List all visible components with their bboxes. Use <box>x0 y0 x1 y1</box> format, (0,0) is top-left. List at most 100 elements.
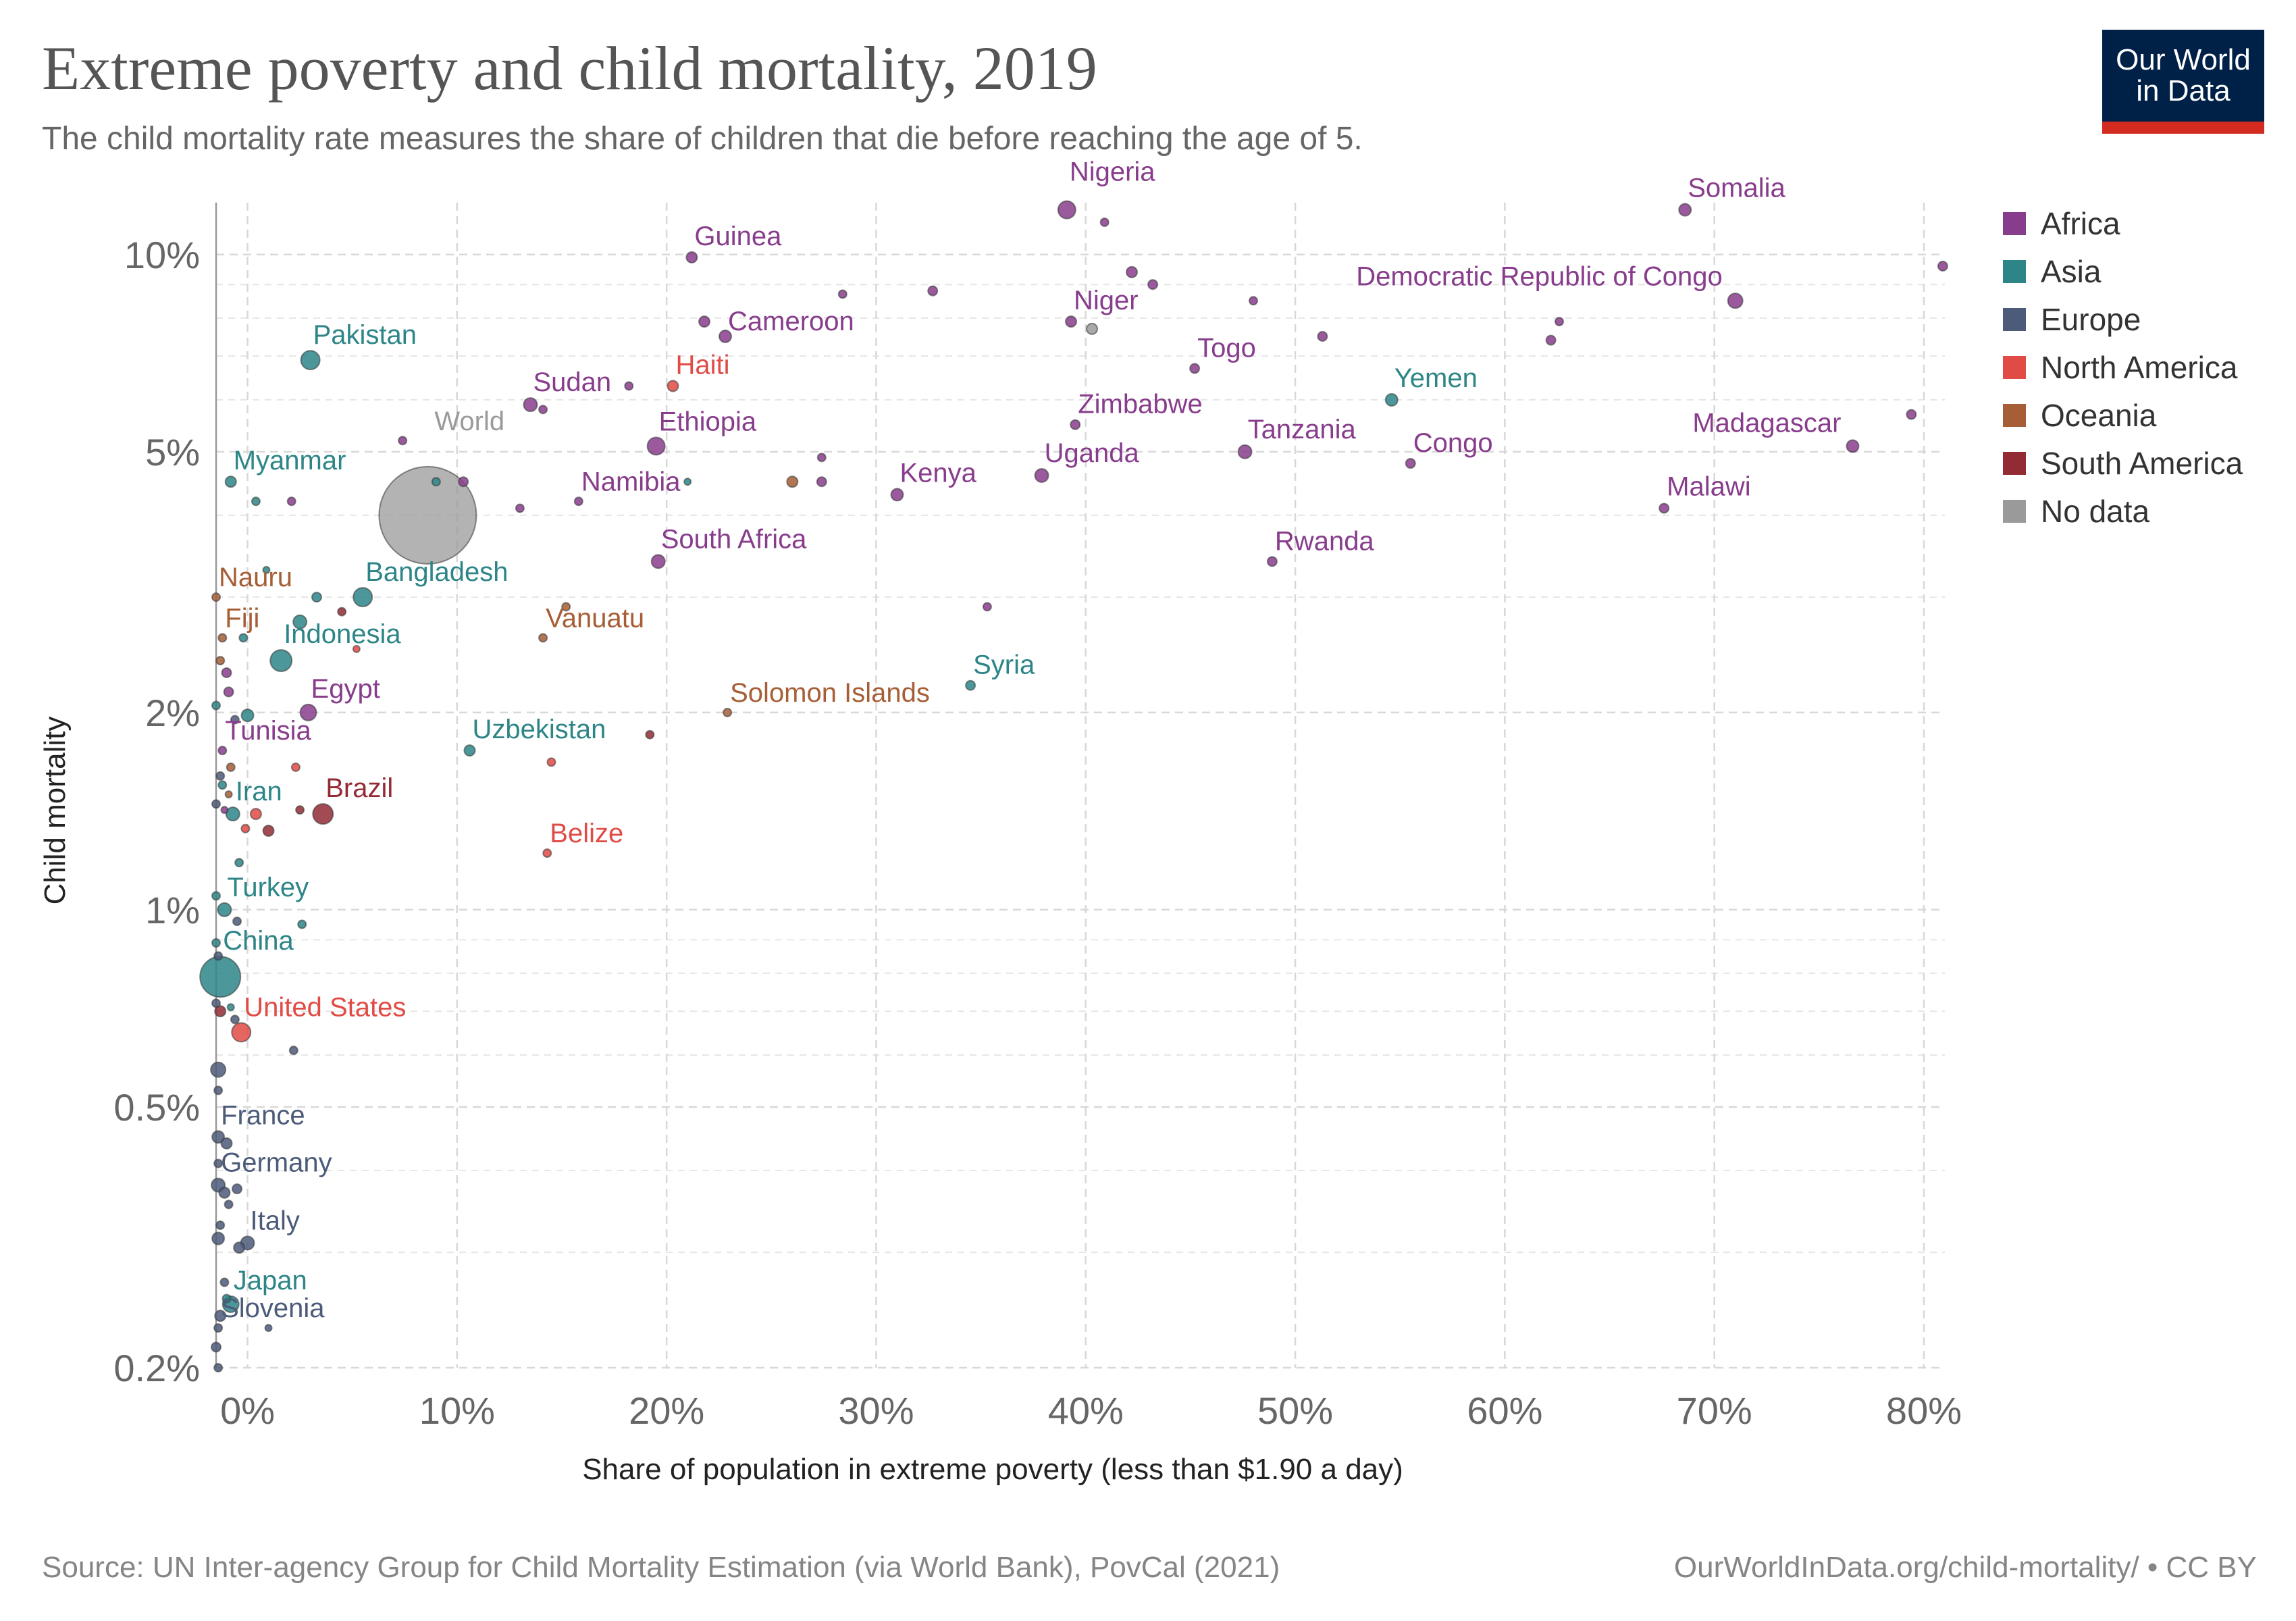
data-point[interactable] <box>217 902 232 917</box>
data-point[interactable] <box>262 824 275 837</box>
data-point[interactable] <box>1147 279 1159 290</box>
data-point[interactable] <box>286 496 296 507</box>
data-point[interactable] <box>292 614 308 629</box>
legend-swatch[interactable] <box>2003 500 2026 523</box>
data-point[interactable] <box>240 709 255 723</box>
data-point[interactable] <box>786 475 799 488</box>
data-point[interactable] <box>1846 439 1860 453</box>
data-point[interactable] <box>1237 444 1253 459</box>
data-point[interactable] <box>398 436 408 446</box>
data-point[interactable] <box>1678 203 1692 217</box>
data-point[interactable] <box>220 806 229 815</box>
data-point[interactable] <box>269 649 293 673</box>
data-point[interactable] <box>213 1158 224 1168</box>
data-point[interactable] <box>1099 217 1110 228</box>
data-point[interactable] <box>299 703 317 721</box>
data-point[interactable] <box>515 503 525 513</box>
data-point[interactable] <box>1937 261 1948 272</box>
owid-logo[interactable]: Our World in Data <box>2102 30 2264 134</box>
data-point[interactable] <box>233 1241 246 1254</box>
data-point[interactable] <box>214 1005 227 1018</box>
data-point[interactable] <box>300 350 321 371</box>
data-point[interactable] <box>224 790 233 799</box>
data-point[interactable] <box>698 315 711 328</box>
data-point[interactable] <box>463 744 476 757</box>
data-point[interactable] <box>1384 393 1399 407</box>
data-point[interactable] <box>352 644 361 653</box>
legend-label[interactable]: North America <box>2041 350 2238 385</box>
legend-swatch[interactable] <box>2003 452 2026 475</box>
data-point[interactable] <box>230 1014 240 1025</box>
data-point[interactable] <box>890 488 904 502</box>
data-point[interactable] <box>249 808 262 821</box>
legend-swatch[interactable] <box>2003 260 2026 283</box>
data-point[interactable] <box>217 746 228 756</box>
data-point[interactable] <box>290 762 301 772</box>
data-point[interactable] <box>645 729 655 740</box>
data-point[interactable] <box>1070 419 1081 430</box>
data-point[interactable] <box>226 762 236 772</box>
data-point[interactable] <box>238 633 249 643</box>
data-point[interactable] <box>1249 296 1258 306</box>
data-point[interactable] <box>223 686 234 698</box>
data-point[interactable] <box>297 919 307 929</box>
data-point[interactable] <box>211 799 221 809</box>
data-point[interactable] <box>211 1130 226 1144</box>
data-point[interactable] <box>213 951 224 961</box>
legend-label[interactable]: Europe <box>2041 302 2141 337</box>
data-point[interactable] <box>546 757 556 767</box>
legend-swatch[interactable] <box>2003 404 2026 427</box>
data-point[interactable] <box>232 917 242 927</box>
data-point[interactable] <box>1057 200 1076 220</box>
data-point[interactable] <box>215 656 226 666</box>
data-point[interactable] <box>262 565 271 574</box>
data-point[interactable] <box>683 478 692 486</box>
data-point[interactable] <box>215 771 226 781</box>
data-point[interactable] <box>211 891 221 901</box>
legend-swatch[interactable] <box>2003 356 2026 379</box>
data-point[interactable] <box>1034 467 1049 483</box>
data-point[interactable] <box>353 587 373 608</box>
data-point[interactable] <box>650 554 666 569</box>
data-point[interactable] <box>264 1324 273 1333</box>
source-url[interactable]: OurWorldInData.org/child-mortality/ • CC… <box>1673 1551 2257 1584</box>
data-point[interactable] <box>1086 322 1099 335</box>
data-point[interactable] <box>230 715 240 725</box>
data-point[interactable] <box>224 1200 234 1210</box>
data-point[interactable] <box>573 496 583 507</box>
legend-swatch[interactable] <box>2003 212 2026 235</box>
data-point[interactable] <box>224 475 237 488</box>
data-point[interactable] <box>1317 331 1328 342</box>
data-point[interactable] <box>220 1137 233 1150</box>
data-point[interactable] <box>1659 503 1670 514</box>
legend-label[interactable]: Oceania <box>2041 398 2157 433</box>
data-point[interactable] <box>231 1022 252 1043</box>
data-point[interactable] <box>538 633 548 643</box>
data-point[interactable] <box>646 436 666 456</box>
data-point[interactable] <box>219 1277 230 1287</box>
legend-swatch[interactable] <box>2003 308 2026 331</box>
data-point[interactable] <box>837 289 847 299</box>
data-point[interactable] <box>234 858 244 868</box>
data-point[interactable] <box>240 823 251 833</box>
data-point[interactable] <box>211 592 221 602</box>
data-point[interactable] <box>1545 334 1557 346</box>
data-point[interactable] <box>542 848 552 858</box>
data-point[interactable] <box>221 1293 232 1304</box>
legend-label[interactable]: Asia <box>2041 254 2102 289</box>
data-point[interactable] <box>211 998 221 1008</box>
data-point[interactable] <box>211 1231 226 1245</box>
data-point[interactable] <box>251 496 261 507</box>
data-point[interactable] <box>378 465 477 565</box>
data-point[interactable] <box>214 1310 227 1322</box>
data-point[interactable] <box>210 1061 227 1078</box>
data-point[interactable] <box>211 700 221 711</box>
data-point[interactable] <box>211 938 221 948</box>
data-point[interactable] <box>213 1085 224 1096</box>
data-point[interactable] <box>226 1003 235 1012</box>
data-point[interactable] <box>982 602 992 612</box>
data-point[interactable] <box>311 592 322 603</box>
data-point[interactable] <box>816 453 827 463</box>
data-point[interactable] <box>1065 315 1078 328</box>
data-point[interactable] <box>723 707 733 717</box>
